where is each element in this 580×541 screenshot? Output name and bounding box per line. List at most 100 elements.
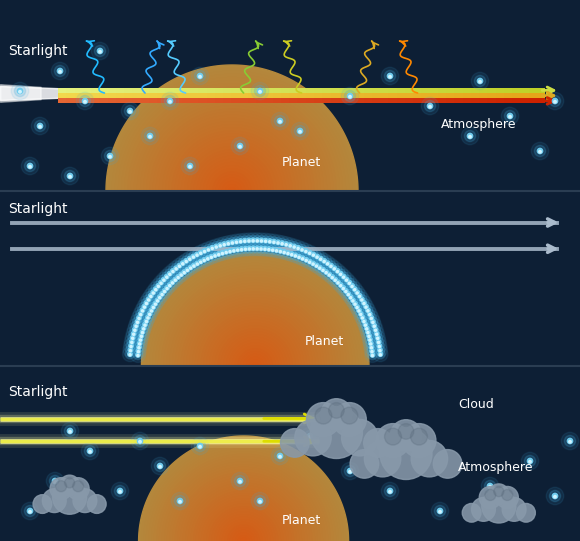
Circle shape	[152, 292, 154, 294]
Circle shape	[369, 314, 371, 316]
Circle shape	[288, 248, 303, 263]
Circle shape	[124, 105, 136, 117]
Circle shape	[346, 293, 360, 308]
Polygon shape	[135, 94, 329, 191]
Circle shape	[298, 243, 313, 259]
Circle shape	[175, 496, 186, 506]
Circle shape	[313, 251, 328, 266]
Circle shape	[373, 347, 388, 362]
Circle shape	[222, 247, 231, 256]
Polygon shape	[218, 514, 270, 541]
Circle shape	[207, 249, 209, 251]
Circle shape	[171, 269, 186, 285]
Polygon shape	[201, 312, 309, 366]
Circle shape	[188, 252, 198, 261]
Circle shape	[157, 285, 160, 287]
Circle shape	[293, 243, 303, 253]
Polygon shape	[212, 324, 298, 366]
Circle shape	[297, 247, 299, 249]
Circle shape	[248, 240, 250, 242]
Circle shape	[174, 279, 176, 281]
Circle shape	[248, 243, 258, 253]
Circle shape	[376, 349, 385, 359]
Circle shape	[240, 247, 244, 251]
Circle shape	[194, 440, 205, 452]
Circle shape	[137, 341, 142, 346]
Circle shape	[341, 286, 346, 290]
Circle shape	[251, 492, 269, 510]
Circle shape	[88, 448, 93, 453]
Circle shape	[316, 262, 331, 277]
Polygon shape	[204, 502, 283, 541]
Polygon shape	[118, 77, 346, 191]
Circle shape	[200, 261, 202, 263]
Circle shape	[155, 298, 160, 302]
Circle shape	[178, 259, 187, 268]
Circle shape	[237, 249, 239, 251]
Polygon shape	[172, 131, 292, 191]
Circle shape	[347, 469, 353, 473]
Polygon shape	[137, 96, 327, 191]
Circle shape	[49, 476, 60, 486]
Circle shape	[137, 327, 147, 337]
Circle shape	[352, 300, 354, 302]
Circle shape	[369, 326, 384, 341]
Circle shape	[69, 175, 71, 178]
Polygon shape	[186, 483, 302, 541]
Circle shape	[244, 240, 246, 242]
Circle shape	[318, 265, 333, 280]
Circle shape	[159, 296, 161, 299]
Polygon shape	[191, 489, 296, 541]
Polygon shape	[131, 90, 333, 191]
Circle shape	[242, 239, 247, 243]
Circle shape	[206, 258, 209, 260]
Circle shape	[347, 294, 349, 295]
Circle shape	[150, 293, 165, 308]
Circle shape	[134, 324, 139, 328]
Circle shape	[324, 269, 334, 279]
Polygon shape	[212, 510, 275, 541]
Circle shape	[135, 325, 137, 327]
Circle shape	[233, 245, 242, 254]
Circle shape	[554, 496, 556, 498]
Circle shape	[216, 252, 221, 256]
Polygon shape	[209, 507, 278, 541]
Polygon shape	[210, 320, 300, 366]
Circle shape	[135, 320, 140, 324]
Circle shape	[364, 331, 374, 340]
Circle shape	[375, 332, 379, 336]
Polygon shape	[238, 536, 249, 541]
Circle shape	[211, 256, 212, 259]
Polygon shape	[182, 292, 329, 366]
Circle shape	[238, 239, 243, 243]
Polygon shape	[215, 326, 295, 366]
Circle shape	[182, 256, 191, 266]
Circle shape	[381, 482, 399, 500]
Circle shape	[346, 292, 356, 302]
Circle shape	[273, 243, 288, 259]
Circle shape	[354, 306, 364, 315]
Circle shape	[139, 312, 143, 316]
Circle shape	[148, 302, 158, 312]
Circle shape	[277, 242, 279, 244]
Circle shape	[127, 337, 137, 347]
Circle shape	[130, 341, 133, 344]
Circle shape	[338, 272, 343, 276]
Circle shape	[200, 246, 209, 256]
Circle shape	[496, 486, 519, 509]
Circle shape	[140, 335, 143, 338]
Circle shape	[305, 257, 314, 266]
Circle shape	[253, 241, 269, 256]
Circle shape	[146, 285, 161, 300]
Circle shape	[169, 273, 171, 275]
Circle shape	[270, 235, 285, 250]
Circle shape	[165, 280, 175, 290]
Polygon shape	[166, 125, 298, 191]
Circle shape	[245, 243, 254, 253]
Circle shape	[281, 243, 283, 245]
Circle shape	[79, 95, 90, 107]
Circle shape	[370, 330, 385, 345]
Circle shape	[277, 245, 292, 259]
Circle shape	[156, 283, 161, 288]
Circle shape	[295, 250, 310, 266]
